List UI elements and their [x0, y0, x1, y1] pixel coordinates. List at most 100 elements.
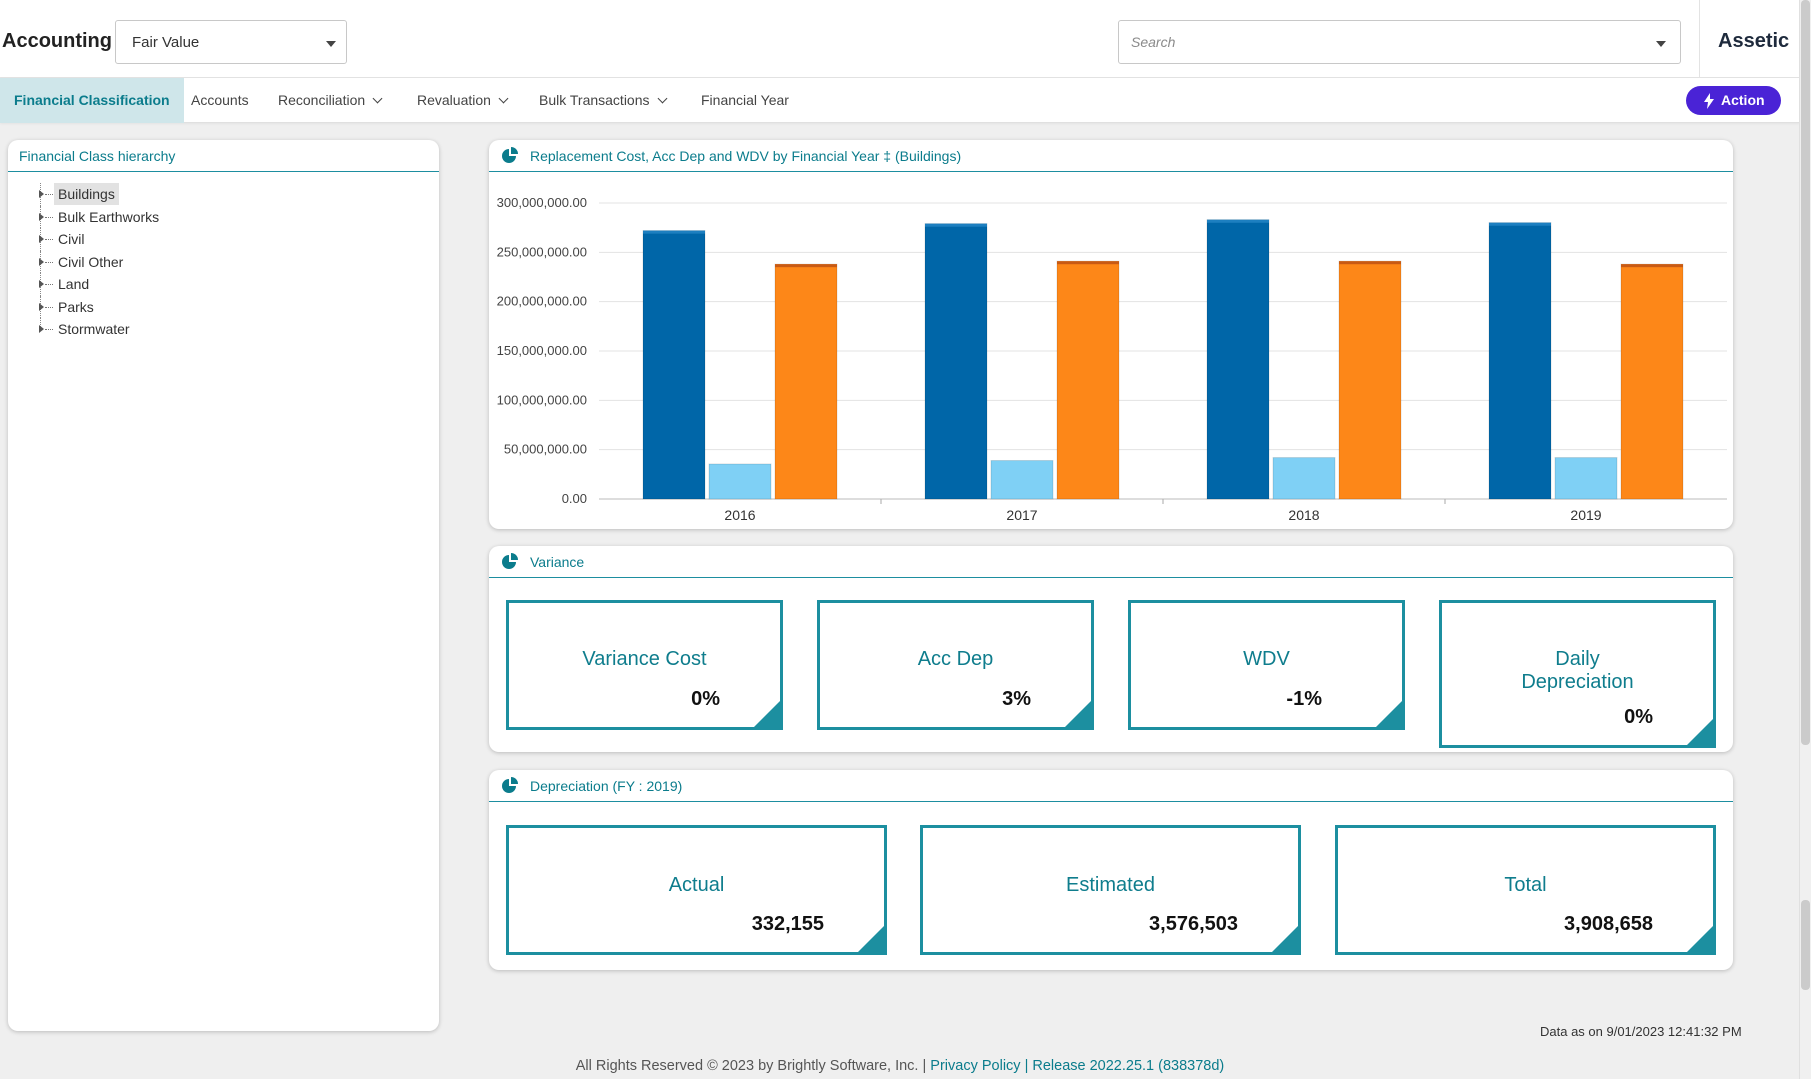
expand-arrow-icon[interactable]: [39, 190, 44, 198]
scrollbar-thumb-secondary[interactable]: [1801, 900, 1810, 990]
bar: [1056, 260, 1120, 500]
privacy-policy-link[interactable]: Privacy Policy: [930, 1058, 1021, 1074]
bar: [1620, 263, 1684, 500]
tree-item-buildings[interactable]: Buildings: [28, 183, 408, 206]
bar-cap: [1339, 261, 1401, 265]
nav-tab-revaluation[interactable]: Revaluation: [417, 78, 509, 123]
tree-item-label: Civil: [58, 231, 85, 247]
depreciation-panel-header: Depreciation (FY : 2019): [489, 770, 1733, 802]
tree-item-label: Stormwater: [58, 321, 130, 337]
bar-cap: [1057, 261, 1119, 265]
search-input[interactable]: [1131, 31, 1611, 53]
hierarchy-panel-title: Financial Class hierarchy: [19, 148, 176, 164]
caret-down-icon[interactable]: [1656, 41, 1666, 47]
pie-chart-icon: [502, 147, 518, 163]
depreciation-panel-title: Depreciation (FY : 2019): [530, 778, 683, 794]
bar: [1488, 222, 1552, 500]
card-corner-indicator: [1065, 701, 1091, 727]
y-tick-label: 150,000,000.00: [497, 343, 587, 358]
y-tick-label: 0.00: [562, 491, 587, 506]
x-tick-label: 2016: [724, 507, 755, 523]
expand-arrow-icon[interactable]: [39, 280, 44, 288]
search-box[interactable]: [1118, 20, 1681, 64]
module-select-value: Fair Value: [132, 34, 200, 51]
release-link[interactable]: Release 2022.25.1 (838378d): [1032, 1058, 1225, 1074]
nav-tab-label: Revaluation: [417, 92, 491, 108]
main-nav: Financial Classification Accounts Reconc…: [0, 78, 1800, 123]
card-label: Variance Cost: [582, 648, 707, 670]
action-button[interactable]: Action: [1686, 86, 1781, 115]
card-corner-indicator: [754, 701, 780, 727]
card-corner-indicator: [1376, 701, 1402, 727]
card-label: Acc Dep: [917, 648, 994, 670]
page-footer: All Rights Reserved © 2023 by Brightly S…: [0, 1058, 1800, 1074]
caret-down-icon: [326, 41, 336, 47]
card-value: 0%: [1624, 706, 1653, 728]
expand-arrow-icon[interactable]: [39, 257, 44, 266]
scrollbar-thumb[interactable]: [1801, 0, 1810, 745]
card-value: 3,576,503: [1149, 913, 1238, 935]
header-divider: [1699, 0, 1700, 78]
y-tick-label: 200,000,000.00: [497, 294, 587, 309]
nav-tab-accounts[interactable]: Accounts: [191, 78, 249, 123]
card-value: 3%: [1002, 688, 1031, 710]
expand-arrow-icon[interactable]: [39, 302, 44, 311]
module-select[interactable]: Fair Value: [115, 20, 347, 64]
expand-arrow-icon[interactable]: [39, 212, 44, 221]
nav-tab-label: Financial Classification: [14, 92, 170, 108]
estimated-card[interactable]: Estimated 3,576,503: [920, 825, 1301, 955]
action-button-label: Action: [1721, 92, 1765, 108]
brand-logo-text: Assetic: [1718, 30, 1790, 52]
tree-item-civil[interactable]: Civil: [28, 228, 408, 251]
bar: [1338, 260, 1402, 500]
tree-item-civil-other[interactable]: Civil Other: [28, 250, 408, 273]
nav-tab-financial-year[interactable]: Financial Year: [701, 78, 789, 123]
variance-cost-card[interactable]: Variance Cost 0%: [506, 600, 783, 730]
bar: [924, 223, 988, 500]
nav-tab-label: Financial Year: [701, 92, 789, 108]
data-timestamp: Data as on 9/01/2023 12:41:32 PM: [1540, 1024, 1742, 1039]
nav-tab-reconciliation[interactable]: Reconciliation: [278, 78, 383, 123]
chart-panel-header: Replacement Cost, Acc Dep and WDV by Fin…: [489, 140, 1733, 172]
tree-item-label: Buildings: [54, 183, 119, 205]
chevron-down-icon: [498, 93, 509, 104]
tree-item-land[interactable]: Land: [28, 273, 408, 296]
tree-item-label: Land: [58, 276, 90, 292]
card-label: WDV: [1243, 648, 1290, 670]
tree-item-label: Parks: [58, 298, 94, 315]
card-corner-indicator: [1687, 719, 1713, 745]
variance-panel: Variance Variance Cost 0% Acc Dep 3% WDV…: [489, 546, 1733, 752]
hierarchy-tree: Buildings Bulk Earthworks Civil Civil Ot…: [28, 183, 408, 341]
expand-arrow-icon[interactable]: [39, 235, 44, 243]
bar: [1206, 219, 1270, 500]
nav-tab-bulk-transactions[interactable]: Bulk Transactions: [539, 78, 667, 123]
y-tick-label: 100,000,000.00: [497, 392, 587, 407]
card-corner-indicator: [1272, 926, 1298, 952]
expand-arrow-icon[interactable]: [39, 325, 44, 333]
nav-tab-financial-classification[interactable]: Financial Classification: [0, 78, 184, 123]
bar-cap: [775, 264, 837, 268]
card-label: Actual: [668, 874, 725, 896]
daily-depreciation-card[interactable]: Daily Depreciation 0%: [1439, 600, 1716, 748]
chart-panel-title: Replacement Cost, Acc Dep and WDV by Fin…: [530, 148, 962, 164]
tree-item-stormwater[interactable]: Stormwater: [28, 318, 408, 341]
y-tick-label: 50,000,000.00: [504, 442, 587, 457]
tree-item-bulk-earthworks[interactable]: Bulk Earthworks: [28, 205, 408, 228]
tree-item-parks[interactable]: Parks: [28, 295, 408, 318]
card-corner-indicator: [858, 926, 884, 952]
card-value: 0%: [691, 688, 720, 710]
tree-item-label: Bulk Earthworks: [58, 208, 160, 225]
wdv-card[interactable]: WDV -1%: [1128, 600, 1405, 730]
card-value: 332,155: [751, 913, 824, 935]
card-label: Estimated: [1066, 874, 1155, 896]
nav-tab-label: Reconciliation: [278, 92, 366, 108]
pie-chart-icon: [502, 553, 518, 569]
app-title: Accounting: [2, 30, 112, 52]
actual-card[interactable]: Actual 332,155: [506, 825, 887, 955]
nav-tab-label: Accounts: [191, 92, 249, 108]
chevron-down-icon: [372, 93, 383, 104]
total-card[interactable]: Total 3,908,658: [1335, 825, 1716, 955]
x-tick-label: 2019: [1570, 507, 1601, 523]
acc-dep-card[interactable]: Acc Dep 3%: [817, 600, 1094, 730]
x-tick-label: 2018: [1288, 507, 1319, 523]
